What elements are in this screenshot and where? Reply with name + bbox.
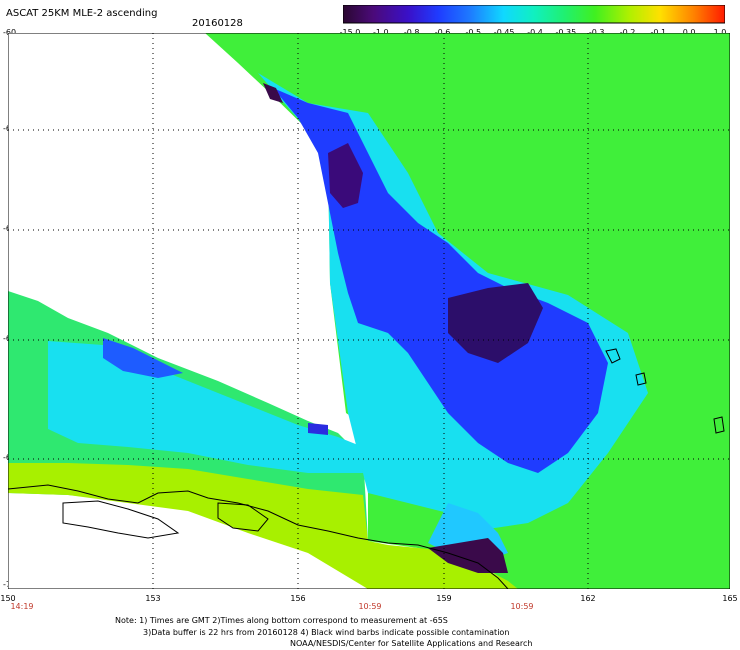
wind-map: [8, 33, 730, 589]
purple-core-mid: [448, 283, 543, 363]
note-line-2: 3)Data buffer is 22 hrs from 20160128 4)…: [143, 628, 510, 637]
coastal-band: [8, 463, 518, 589]
note-line-1: Note: 1) Times are GMT 2)Times along bot…: [115, 616, 448, 625]
note-line-3: NOAA/NESDIS/Center for Satellite Applica…: [290, 639, 533, 648]
blue-region-tip: [308, 423, 328, 435]
island-coast-west: [62, 500, 180, 539]
lon-label-165: 165: [722, 594, 738, 603]
cyan-region-west: [48, 341, 363, 473]
product-date: 20160128: [192, 18, 243, 29]
lon-label-156: 156: [290, 594, 306, 603]
colorbar: [343, 5, 725, 24]
purple-core-north: [328, 143, 363, 208]
purple-edge-west: [263, 83, 283, 103]
lon-label-162: 162: [580, 594, 596, 603]
islet-1: [605, 348, 621, 364]
time-label-2: 10:59: [358, 602, 382, 611]
lon-label-159: 159: [436, 594, 452, 603]
time-label-3: 10:59: [510, 602, 534, 611]
graticule: [8, 33, 730, 589]
purple-core-south: [428, 538, 508, 573]
island-coast-mid: [217, 502, 269, 532]
time-label-1: 14:19: [10, 602, 34, 611]
islet-3: [713, 416, 725, 434]
blue-region-west: [103, 338, 183, 378]
lon-label-150: 150: [0, 594, 16, 603]
product-title: ASCAT 25KM MLE-2 ascending: [6, 8, 158, 19]
coastline: [8, 348, 725, 589]
lon-label-153: 153: [145, 594, 161, 603]
islet-2: [635, 372, 647, 386]
